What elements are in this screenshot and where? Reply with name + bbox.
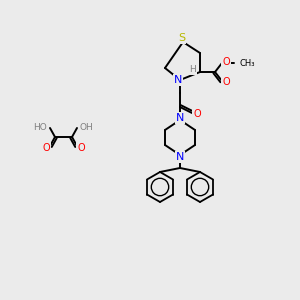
Text: N: N — [176, 113, 184, 123]
Text: O: O — [222, 57, 230, 67]
Text: S: S — [178, 33, 186, 43]
Text: O: O — [193, 109, 201, 119]
Text: O: O — [77, 143, 85, 153]
Text: CH₃: CH₃ — [239, 58, 254, 68]
Text: O: O — [222, 77, 230, 87]
Text: H: H — [190, 65, 196, 74]
Text: N: N — [174, 75, 182, 85]
Text: O: O — [42, 143, 50, 153]
Text: N: N — [176, 152, 184, 162]
Text: OH: OH — [80, 122, 94, 131]
Text: HO: HO — [33, 122, 47, 131]
